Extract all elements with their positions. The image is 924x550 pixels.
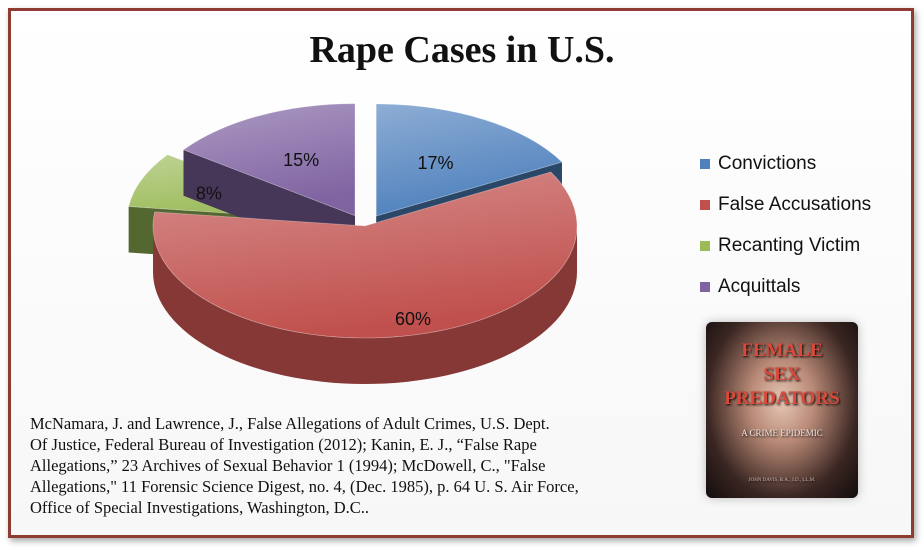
legend-label-convictions: Convictions [718,152,817,174]
legend-item-recanting-victim: Recanting Victim [700,225,871,266]
legend-swatch-recanting-victim [700,240,710,251]
legend-item-acquittals: Acquittals [700,266,871,307]
book-title-line-3: PREDATORS [724,388,840,409]
book-author: JOHN DAVIS, B.A., J.D., LL.M. [748,478,816,483]
source-line-3: Allegations,” 23 Archives of Sexual Beha… [30,456,546,475]
legend-item-convictions: Convictions [700,143,871,184]
pie-slice-false-accusations [152,171,578,384]
source-citation: McNamara, J. and Lawrence, J., False All… [30,413,670,518]
legend-swatch-convictions [700,158,710,169]
source-line-5: Office of Special Investigations, Washin… [30,498,370,517]
data-label-convictions: 17% [418,153,454,173]
book-title-line-1: FEMALE [741,340,823,361]
pie-slice-top-false-accusations [152,171,578,339]
chart-title: Rape Cases in U.S. [309,29,615,71]
data-label-false-accusations: 60% [395,309,431,329]
legend-label-acquittals: Acquittals [718,275,801,297]
book-subtitle: A CRIME EPIDEMIC [741,428,823,438]
chart-legend: Convictions False Accusations Recanting … [700,143,871,307]
data-label-recanting-victim: 8% [196,183,222,203]
legend-swatch-false-accusations [700,199,710,210]
source-line-1: McNamara, J. and Lawrence, J., False All… [30,414,550,433]
legend-swatch-acquittals [700,281,710,292]
legend-label-false-accusations: False Accusations [718,193,872,215]
data-label-acquittals: 15% [283,150,319,170]
pie-slice-side-false-accusations [153,226,577,384]
source-line-4: Allegations," 11 Forensic Science Digest… [30,477,579,496]
book-title-line-2: SEX [763,364,801,385]
book-cover-image: FEMALE SEX PREDATORS A CRIME EPIDEMIC JO… [706,322,858,498]
pie-slice-top-convictions [375,103,563,217]
pie-slice-top-acquittals [182,103,356,217]
source-line-2: Of Justice, Federal Bureau of Investigat… [30,435,537,454]
legend-label-recanting-victim: Recanting Victim [718,234,861,256]
legend-item-false-accusations: False Accusations [700,184,871,225]
